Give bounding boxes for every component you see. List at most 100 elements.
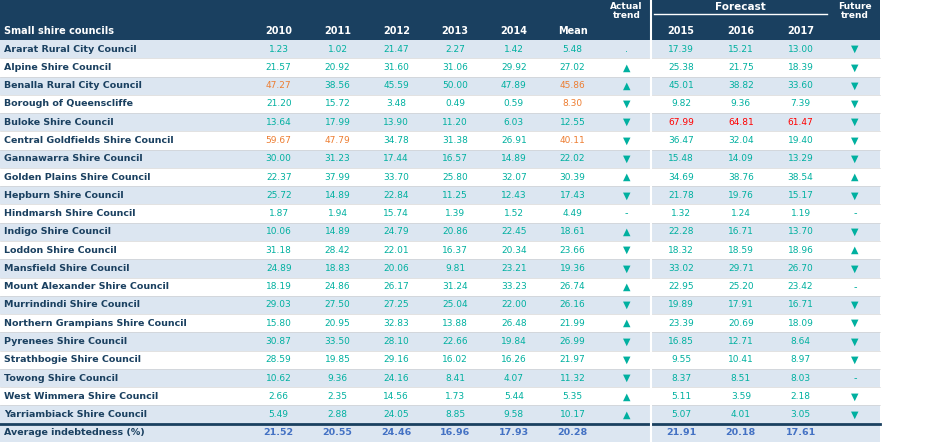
Text: ▲: ▲ xyxy=(623,62,630,72)
Text: 9.55: 9.55 xyxy=(671,355,691,364)
Text: ▲: ▲ xyxy=(623,282,630,292)
Text: 1.87: 1.87 xyxy=(268,209,289,218)
Text: 45.59: 45.59 xyxy=(383,81,410,90)
Text: 24.89: 24.89 xyxy=(265,264,292,273)
Text: 2017: 2017 xyxy=(787,26,814,36)
Text: 16.85: 16.85 xyxy=(668,337,694,346)
Text: 50.00: 50.00 xyxy=(442,81,468,90)
Text: 33.02: 33.02 xyxy=(668,264,694,273)
Text: West Wimmera Shire Council: West Wimmera Shire Council xyxy=(4,392,158,401)
Text: 20.28: 20.28 xyxy=(557,428,588,438)
Text: 16.71: 16.71 xyxy=(788,301,813,309)
Text: 20.18: 20.18 xyxy=(726,428,756,438)
Text: 26.91: 26.91 xyxy=(501,136,527,145)
Text: 20.55: 20.55 xyxy=(322,428,353,438)
Text: 27.02: 27.02 xyxy=(559,63,586,72)
Text: ▼: ▼ xyxy=(851,227,859,237)
Text: ▼: ▼ xyxy=(851,263,859,274)
Text: 18.39: 18.39 xyxy=(788,63,813,72)
Text: 19.76: 19.76 xyxy=(728,191,754,200)
Text: 8.51: 8.51 xyxy=(731,373,751,382)
Text: Mean: Mean xyxy=(557,26,588,36)
Text: 2.18: 2.18 xyxy=(791,392,811,401)
Text: 16.26: 16.26 xyxy=(501,355,527,364)
Text: ▼: ▼ xyxy=(623,99,630,109)
Text: 26.48: 26.48 xyxy=(501,319,527,328)
Text: ▼: ▼ xyxy=(851,62,859,72)
Text: 20.69: 20.69 xyxy=(728,319,754,328)
Text: 16.96: 16.96 xyxy=(440,428,470,438)
Text: 13.00: 13.00 xyxy=(788,45,813,53)
Text: ▲: ▲ xyxy=(623,227,630,237)
Text: 16.71: 16.71 xyxy=(728,227,754,236)
Text: Northern Grampians Shire Council: Northern Grampians Shire Council xyxy=(4,319,187,328)
Text: 5.07: 5.07 xyxy=(671,410,691,419)
Text: 10.17: 10.17 xyxy=(559,410,586,419)
Bar xyxy=(0,22,880,40)
Text: 24.16: 24.16 xyxy=(383,373,410,382)
Text: 19.40: 19.40 xyxy=(788,136,813,145)
Text: -: - xyxy=(853,282,857,292)
Text: 5.49: 5.49 xyxy=(268,410,289,419)
Text: Benalla Rural City Council: Benalla Rural City Council xyxy=(4,81,142,90)
Bar xyxy=(0,40,880,58)
Text: Towong Shire Council: Towong Shire Council xyxy=(4,373,118,382)
Text: 25.72: 25.72 xyxy=(265,191,292,200)
Text: Loddon Shire Council: Loddon Shire Council xyxy=(4,246,117,255)
Text: ▼: ▼ xyxy=(623,300,630,310)
Text: 1.42: 1.42 xyxy=(504,45,523,53)
Text: 45.86: 45.86 xyxy=(559,81,586,90)
Text: 38.76: 38.76 xyxy=(728,172,754,182)
Text: 10.06: 10.06 xyxy=(265,227,292,236)
Text: 10.62: 10.62 xyxy=(265,373,292,382)
Text: 9.81: 9.81 xyxy=(445,264,465,273)
Bar xyxy=(0,424,880,442)
Text: 6.03: 6.03 xyxy=(503,118,524,127)
Text: 30.39: 30.39 xyxy=(559,172,586,182)
Text: 1.19: 1.19 xyxy=(791,209,811,218)
Bar xyxy=(0,387,880,405)
Text: 14.09: 14.09 xyxy=(728,154,754,163)
Text: 67.99: 67.99 xyxy=(668,118,694,127)
Text: 22.66: 22.66 xyxy=(442,337,468,346)
Text: 29.16: 29.16 xyxy=(383,355,410,364)
Text: Average indebtedness (%): Average indebtedness (%) xyxy=(4,428,145,438)
Text: 13.88: 13.88 xyxy=(442,319,468,328)
Text: 18.32: 18.32 xyxy=(668,246,694,255)
Text: 1.24: 1.24 xyxy=(731,209,751,218)
Text: 1.39: 1.39 xyxy=(445,209,465,218)
Bar xyxy=(0,186,880,205)
Bar xyxy=(0,296,880,314)
Text: trend: trend xyxy=(841,11,869,20)
Text: Central Goldfields Shire Council: Central Goldfields Shire Council xyxy=(4,136,173,145)
Text: 24.46: 24.46 xyxy=(381,428,411,438)
Text: 12.43: 12.43 xyxy=(501,191,527,200)
Text: ▲: ▲ xyxy=(623,318,630,328)
Text: 1.32: 1.32 xyxy=(671,209,691,218)
Text: ▼: ▼ xyxy=(851,300,859,310)
Text: 2.88: 2.88 xyxy=(327,410,348,419)
Text: 21.99: 21.99 xyxy=(559,319,586,328)
Text: 2011: 2011 xyxy=(324,26,351,36)
Text: 28.10: 28.10 xyxy=(383,337,410,346)
Text: ▼: ▼ xyxy=(851,99,859,109)
Text: 19.36: 19.36 xyxy=(559,264,586,273)
Text: -: - xyxy=(853,373,857,383)
Text: 8.03: 8.03 xyxy=(791,373,811,382)
Text: 25.80: 25.80 xyxy=(442,172,468,182)
Text: 31.18: 31.18 xyxy=(265,246,292,255)
Text: 14.89: 14.89 xyxy=(501,154,527,163)
Text: 2014: 2014 xyxy=(501,26,527,36)
Text: 2013: 2013 xyxy=(442,26,468,36)
Text: ▲: ▲ xyxy=(623,172,630,182)
Text: 5.11: 5.11 xyxy=(671,392,691,401)
Text: 20.06: 20.06 xyxy=(383,264,410,273)
Text: 24.86: 24.86 xyxy=(324,282,351,291)
Text: 21.75: 21.75 xyxy=(728,63,754,72)
Text: 21.91: 21.91 xyxy=(666,428,696,438)
Text: 13.70: 13.70 xyxy=(788,227,813,236)
Text: 3.48: 3.48 xyxy=(386,99,407,108)
Text: Forecast: Forecast xyxy=(716,2,766,12)
Text: 4.07: 4.07 xyxy=(503,373,524,382)
Text: 0.59: 0.59 xyxy=(503,99,524,108)
